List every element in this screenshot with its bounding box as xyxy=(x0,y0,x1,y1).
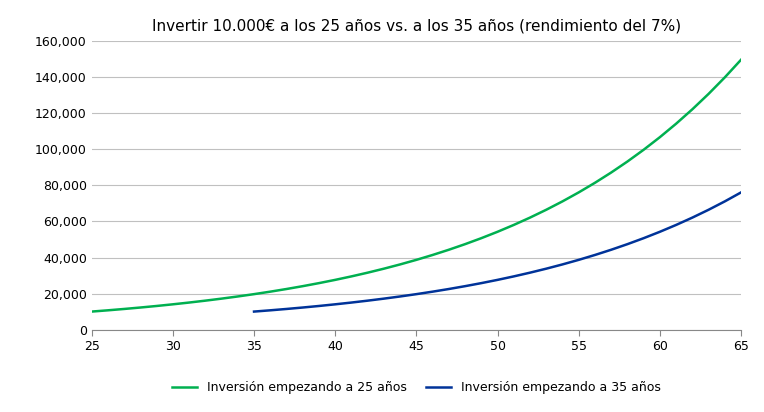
Inversión empezando a 25 años xyxy=(396,262,405,267)
Inversión empezando a 35 años xyxy=(688,215,697,220)
Inversión empezando a 25 años xyxy=(623,159,632,164)
Inversión empezando a 25 años xyxy=(347,274,356,279)
Inversión empezando a 35 años xyxy=(656,229,665,234)
Line: Inversión empezando a 25 años: Inversión empezando a 25 años xyxy=(92,60,741,311)
Inversión empezando a 35 años xyxy=(509,274,518,279)
Line: Inversión empezando a 35 años: Inversión empezando a 35 años xyxy=(254,192,741,311)
Inversión empezando a 35 años xyxy=(720,199,730,204)
Inversión empezando a 35 años xyxy=(315,304,324,309)
Inversión empezando a 25 años xyxy=(591,180,600,185)
Inversión empezando a 25 años xyxy=(136,305,145,310)
Inversión empezando a 25 años xyxy=(575,190,584,195)
Inversión empezando a 25 años xyxy=(168,302,177,307)
Inversión empezando a 35 años xyxy=(445,286,454,291)
Inversión empezando a 35 años xyxy=(704,207,713,212)
Inversión empezando a 35 años xyxy=(363,298,372,303)
Inversión empezando a 35 años xyxy=(736,190,746,195)
Inversión empezando a 25 años xyxy=(119,307,128,311)
Inversión empezando a 25 años xyxy=(412,258,421,262)
Inversión empezando a 35 años xyxy=(542,266,551,271)
Inversión empezando a 35 años xyxy=(298,305,307,310)
Inversión empezando a 35 años xyxy=(266,308,275,313)
Legend: Inversión empezando a 25 años, Inversión empezando a 35 años: Inversión empezando a 25 años, Inversión… xyxy=(167,376,665,399)
Inversión empezando a 25 años xyxy=(380,266,389,271)
Inversión empezando a 25 años xyxy=(493,229,502,234)
Inversión empezando a 25 años xyxy=(736,57,746,62)
Title: Invertir 10.000€ a los 25 años vs. a los 35 años (rendimiento del 7%): Invertir 10.000€ a los 25 años vs. a los… xyxy=(152,18,681,33)
Inversión empezando a 35 años xyxy=(493,277,502,282)
Inversión empezando a 35 años xyxy=(477,281,486,286)
Inversión empezando a 25 años xyxy=(509,222,518,227)
Inversión empezando a 35 años xyxy=(250,309,259,314)
Inversión empezando a 35 años xyxy=(347,300,356,305)
Inversión empezando a 25 años xyxy=(201,298,210,303)
Inversión empezando a 25 años xyxy=(542,207,551,212)
Inversión empezando a 25 años xyxy=(477,236,486,241)
Inversión empezando a 25 años xyxy=(704,91,713,96)
Inversión empezando a 25 años xyxy=(720,75,730,80)
Inversión empezando a 25 años xyxy=(217,296,226,301)
Inversión empezando a 25 años xyxy=(250,292,259,297)
Inversión empezando a 35 años xyxy=(428,289,437,294)
Inversión empezando a 35 años xyxy=(591,253,600,258)
Inversión empezando a 25 años xyxy=(428,253,437,258)
Inversión empezando a 35 años xyxy=(380,296,389,301)
Inversión empezando a 25 años xyxy=(184,300,193,305)
Inversión empezando a 35 años xyxy=(461,284,470,289)
Inversión empezando a 25 años xyxy=(152,304,161,309)
Inversión empezando a 25 años xyxy=(656,135,665,140)
Inversión empezando a 25 años xyxy=(103,308,112,313)
Inversión empezando a 35 años xyxy=(558,262,567,267)
Inversión empezando a 25 años xyxy=(445,247,454,252)
Inversión empezando a 35 años xyxy=(639,236,649,241)
Inversión empezando a 35 años xyxy=(412,292,421,297)
Inversión empezando a 25 años xyxy=(526,215,535,220)
Inversión empezando a 25 años xyxy=(688,107,697,112)
Inversión empezando a 25 años xyxy=(298,284,307,289)
Inversión empezando a 35 años xyxy=(331,302,340,307)
Inversión empezando a 25 años xyxy=(233,294,242,299)
Inversión empezando a 25 años xyxy=(558,199,567,204)
Inversión empezando a 25 años xyxy=(315,281,324,286)
Inversión empezando a 25 años xyxy=(331,277,340,282)
Inversión empezando a 25 años xyxy=(282,286,291,291)
Inversión empezando a 35 años xyxy=(623,242,632,247)
Inversión empezando a 35 años xyxy=(526,270,535,275)
Inversión empezando a 25 años xyxy=(607,170,616,175)
Inversión empezando a 35 años xyxy=(396,294,405,299)
Inversión empezando a 25 años xyxy=(672,121,681,126)
Inversión empezando a 25 años xyxy=(363,270,372,275)
Inversión empezando a 35 años xyxy=(282,307,291,311)
Inversión empezando a 25 años xyxy=(461,242,470,247)
Inversión empezando a 25 años xyxy=(266,289,275,294)
Inversión empezando a 25 años xyxy=(639,147,649,152)
Inversión empezando a 25 años xyxy=(87,309,96,314)
Inversión empezando a 35 años xyxy=(607,247,616,252)
Inversión empezando a 35 años xyxy=(575,258,584,262)
Inversión empezando a 35 años xyxy=(672,222,681,227)
